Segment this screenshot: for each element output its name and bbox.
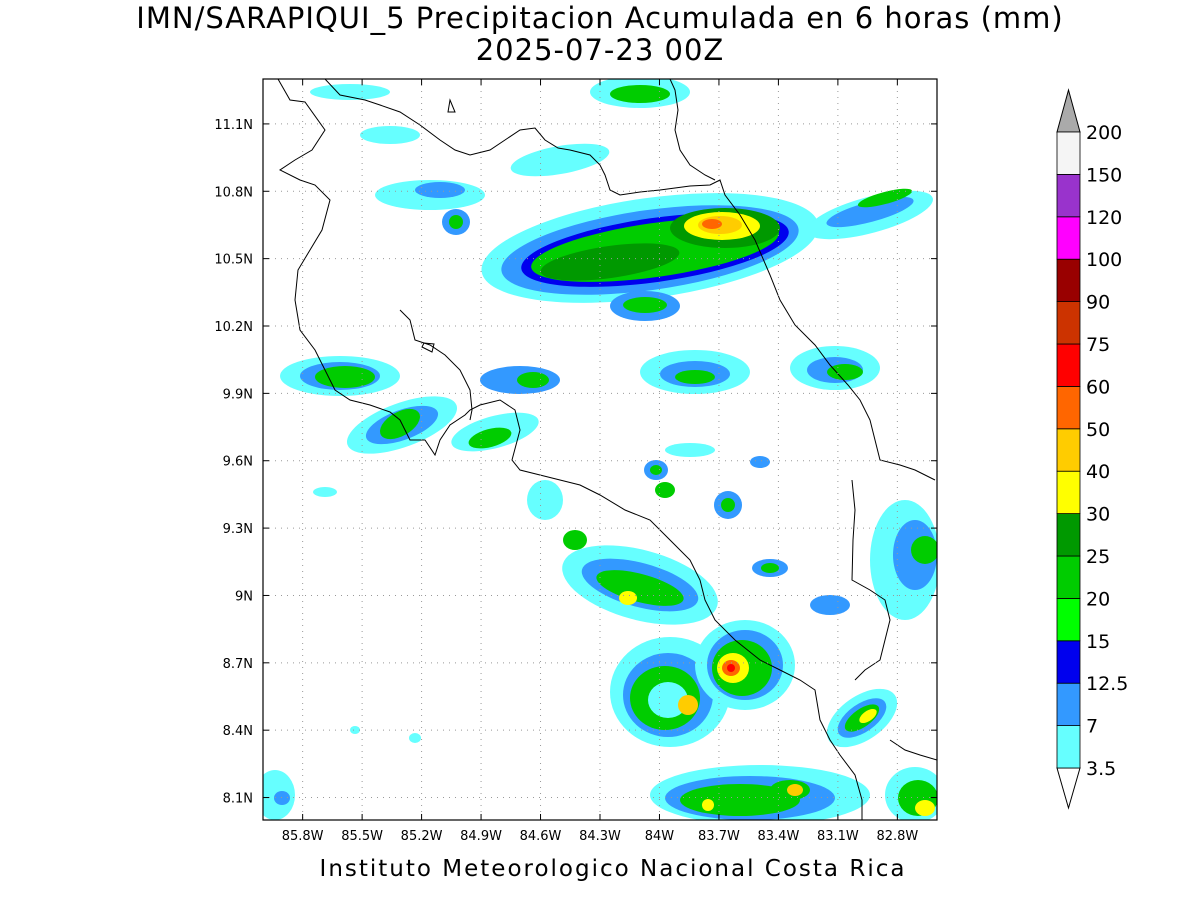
lat-tick-label: 10.2N [214, 320, 253, 335]
colorbar-segment [1056, 216, 1081, 260]
colorbar-segment [1056, 301, 1081, 345]
lon-tick-label: 84.6W [520, 829, 562, 844]
rain-band-south [263, 487, 937, 820]
rain-band-north [310, 79, 933, 321]
precipitation-field [263, 79, 937, 820]
colorbar-segment [1056, 428, 1081, 472]
rain-band-central [280, 346, 880, 520]
colorbar-min-arrow [1056, 767, 1081, 810]
lat-tick-label: 11.1N [214, 118, 253, 133]
colorbar-segment [1056, 640, 1081, 684]
lat-tick-label: 10.5N [214, 253, 253, 268]
lon-tick-label: 83.4W [758, 829, 800, 844]
colorbar-segment [1056, 513, 1081, 557]
lat-tick-label: 9.9N [223, 387, 253, 402]
map-gridlines [263, 79, 937, 820]
lon-tick-label: 85.5W [341, 829, 383, 844]
colorbar-label: 60 [1086, 376, 1110, 398]
colorbar-label: 20 [1086, 588, 1110, 610]
colorbar-label: 25 [1086, 546, 1110, 568]
colorbar-label: 3.5 [1086, 758, 1116, 780]
lon-tick-label: 83.7W [698, 829, 740, 844]
chart-title: IMN/SARAPIQUI_5 Precipitacion Acumulada … [136, 1, 1064, 35]
colorbar-segment [1056, 385, 1081, 430]
coastline-borders [277, 79, 937, 820]
colorbar-segment [1056, 682, 1081, 727]
colorbar-label: 15 [1086, 631, 1110, 653]
lat-tick-label: 8.7N [223, 657, 253, 672]
lat-tick-label: 9.6N [223, 455, 253, 470]
lat-tick-label: 10.8N [214, 185, 253, 200]
colorbar-segment [1056, 470, 1081, 515]
colorbar-label: 100 [1086, 249, 1122, 271]
colorbar-label: 150 [1086, 164, 1122, 186]
colorbar-label: 50 [1086, 419, 1110, 441]
lat-tick-label: 9.3N [223, 522, 253, 537]
colorbar-segment [1056, 258, 1081, 303]
lon-tick-label: 83.1W [817, 829, 859, 844]
colorbar-label: 30 [1086, 504, 1110, 526]
lat-tick-label: 9N [235, 589, 253, 604]
colorbar-label: 90 [1086, 292, 1110, 314]
colorbar-max-arrow [1056, 88, 1081, 133]
map-axes: 85.8W 85.5W 85.2W 84.9W 84.6W 84.3W 84W 83.7W 83… [214, 79, 937, 844]
colorbar: 3.5 7 12.5 15 20 25 30 40 50 60 75 90 100 120 150 200 [1056, 88, 1128, 810]
lon-tick-label: 84W [645, 829, 675, 844]
colorbar-segment [1056, 598, 1081, 642]
chart-subtitle-date: 2025-07-23 00Z [475, 33, 725, 67]
colorbar-segment [1056, 173, 1081, 218]
colorbar-label: 40 [1086, 461, 1110, 483]
colorbar-label: 120 [1086, 207, 1122, 229]
colorbar-label: 75 [1086, 334, 1110, 356]
colorbar-label: 7 [1086, 716, 1098, 738]
credit-footer: Instituto Meteorologico Nacional Costa R… [319, 856, 907, 882]
lat-tick-label: 8.1N [223, 792, 253, 807]
colorbar-segment [1056, 131, 1081, 175]
lon-tick-label: 82.8W [876, 829, 918, 844]
colorbar-segment [1056, 343, 1081, 387]
colorbar-segment [1056, 555, 1081, 599]
lon-tick-label: 85.2W [401, 829, 443, 844]
colorbar-segment [1056, 725, 1081, 769]
lon-tick-label: 84.3W [579, 829, 621, 844]
lon-tick-label: 84.9W [460, 829, 502, 844]
lat-tick-label: 8.4N [223, 724, 253, 739]
colorbar-label: 200 [1086, 122, 1122, 144]
lon-tick-label: 85.8W [282, 829, 324, 844]
colorbar-label: 12.5 [1086, 673, 1128, 695]
